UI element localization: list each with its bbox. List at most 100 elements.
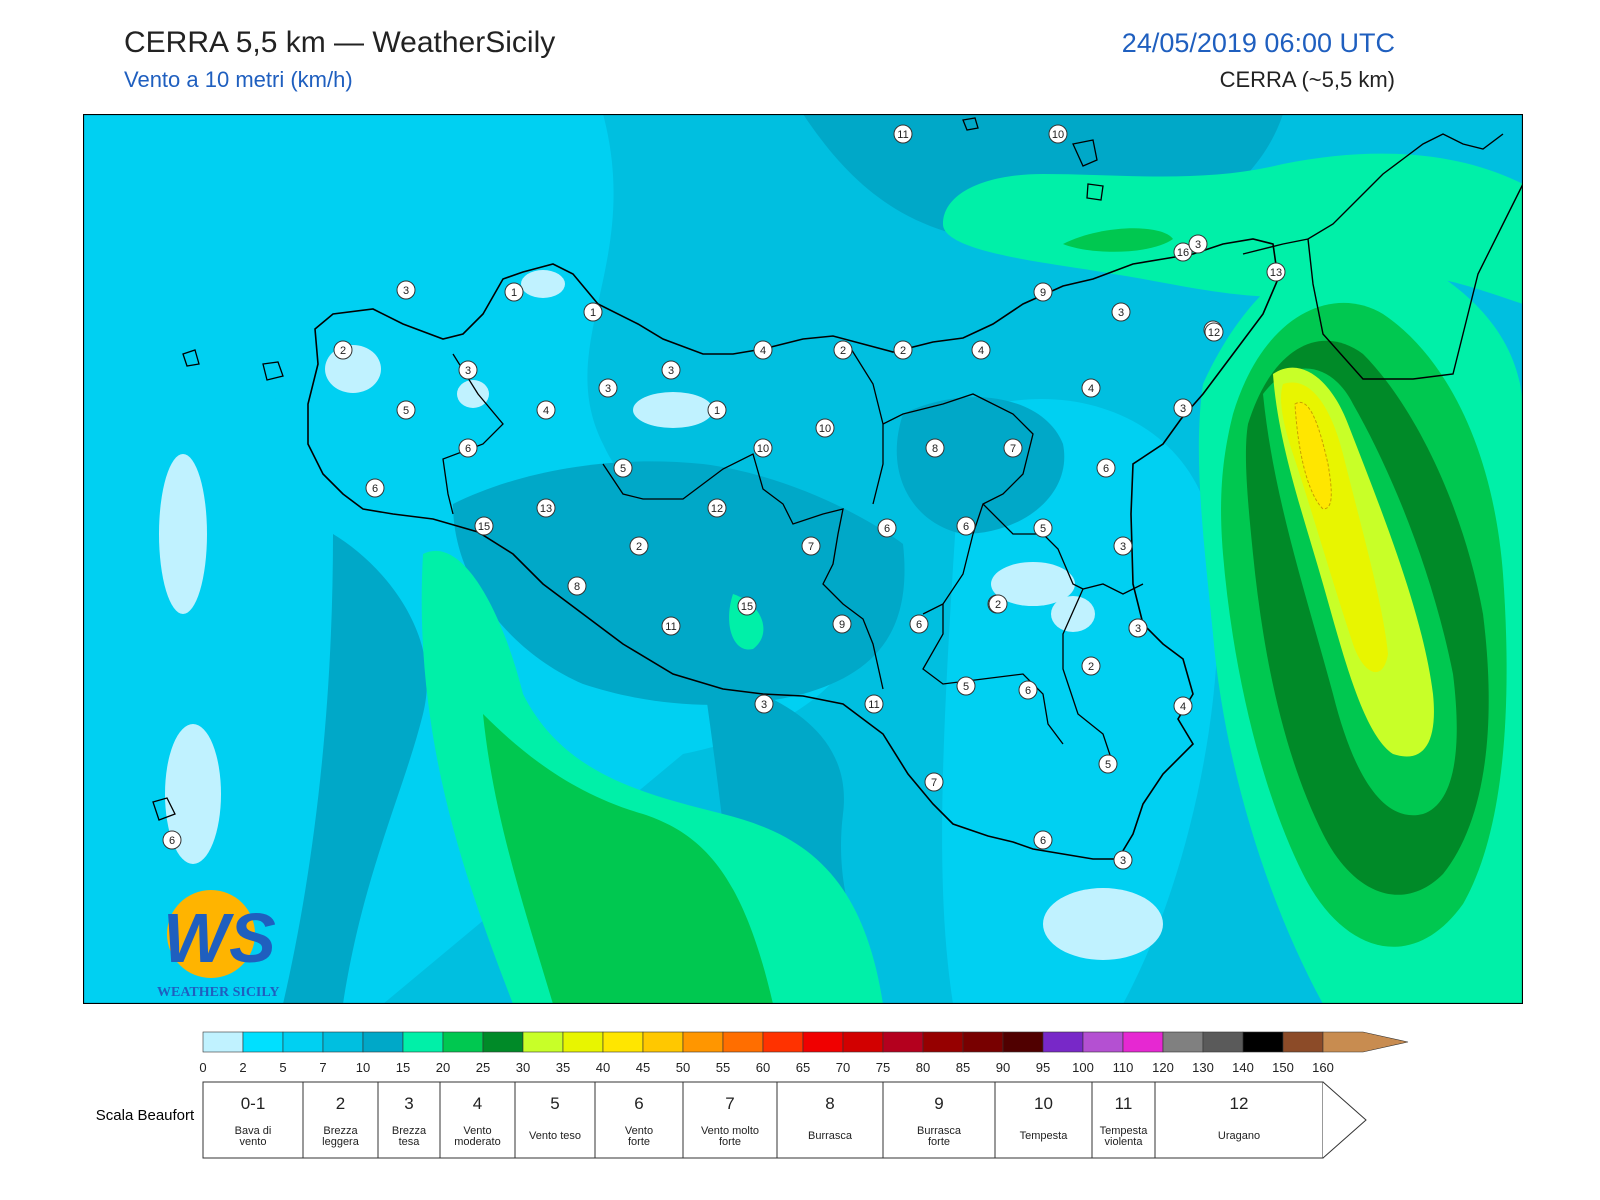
colorbar-tick-label: 90 <box>996 1060 1010 1075</box>
colorbar-swatch <box>442 1031 484 1053</box>
wind-speed-label: 7 <box>801 536 821 556</box>
colorbar-tick-label: 7 <box>319 1060 326 1075</box>
svg-text:forte: forte <box>928 1136 950 1148</box>
svg-text:4: 4 <box>473 1094 482 1113</box>
svg-text:Brezza: Brezza <box>392 1125 427 1137</box>
svg-text:5: 5 <box>403 405 409 417</box>
svg-text:Tempesta: Tempesta <box>1020 1130 1069 1142</box>
wind-speed-label: 8 <box>925 438 945 458</box>
svg-text:12: 12 <box>1230 1094 1249 1113</box>
wind-speed-label: 5 <box>956 676 976 696</box>
wind-speed-label: 2 <box>988 594 1008 614</box>
svg-text:2: 2 <box>336 1094 345 1113</box>
colorbar-swatch <box>402 1031 444 1053</box>
svg-text:10: 10 <box>1052 129 1064 141</box>
colorbar-tick-label: 65 <box>796 1060 810 1075</box>
svg-text:3: 3 <box>605 383 611 395</box>
wind-speed-label: 9 <box>832 614 852 634</box>
wind-speed-label: 12 <box>1204 322 1224 342</box>
beaufort-level: 8 Burrasca <box>776 1081 884 1159</box>
svg-text:6: 6 <box>1103 463 1109 475</box>
svg-text:3: 3 <box>404 1094 413 1113</box>
wind-speed-label: 3 <box>1188 234 1208 254</box>
wind-speed-label: 6 <box>1033 830 1053 850</box>
svg-text:16: 16 <box>1177 247 1189 259</box>
colorbar-tick-label: 70 <box>836 1060 850 1075</box>
colorbar-tick-label: 35 <box>556 1060 570 1075</box>
svg-text:3: 3 <box>668 365 674 377</box>
beaufort-level: 10 Tempesta <box>994 1081 1093 1159</box>
colorbar-swatch <box>362 1031 404 1053</box>
svg-text:1: 1 <box>511 287 517 299</box>
colorbar-swatch <box>722 1031 764 1053</box>
svg-text:11: 11 <box>868 699 879 711</box>
svg-text:moderato: moderato <box>454 1136 500 1148</box>
colorbar-tick-label: 60 <box>756 1060 770 1075</box>
svg-text:5: 5 <box>620 463 626 475</box>
wind-speed-label: 4 <box>536 400 556 420</box>
colorbar-tick-label: 2 <box>239 1060 246 1075</box>
svg-text:9: 9 <box>839 619 845 631</box>
svg-text:15: 15 <box>741 601 753 613</box>
svg-text:Vento teso: Vento teso <box>529 1130 581 1142</box>
svg-text:7: 7 <box>1010 443 1016 455</box>
wind-speed-label: 10 <box>815 418 835 438</box>
svg-text:0-1: 0-1 <box>241 1094 266 1113</box>
wind-speed-label: 1 <box>707 400 727 420</box>
colorbar-swatch <box>762 1031 804 1053</box>
colorbar-tick-label: 75 <box>876 1060 890 1075</box>
colorbar-tick-label: 140 <box>1232 1060 1254 1075</box>
svg-text:11: 11 <box>665 621 676 633</box>
svg-text:leggera: leggera <box>322 1136 360 1148</box>
svg-text:5: 5 <box>963 681 969 693</box>
svg-text:2: 2 <box>900 345 906 357</box>
svg-text:Burrasca: Burrasca <box>808 1130 853 1142</box>
svg-text:4: 4 <box>1088 383 1094 395</box>
svg-text:WEATHER SICILY: WEATHER SICILY <box>157 985 280 1000</box>
weathersicily-logo: WS WEATHER SICILY <box>157 890 280 1000</box>
svg-text:6: 6 <box>1040 835 1046 847</box>
colorbar-swatch <box>1322 1031 1409 1053</box>
svg-text:2: 2 <box>636 541 642 553</box>
svg-text:2: 2 <box>340 345 346 357</box>
wind-speed-label: 11 <box>864 694 884 714</box>
svg-text:6: 6 <box>634 1094 643 1113</box>
calabria-coastline <box>1242 133 1523 380</box>
svg-text:forte: forte <box>628 1136 650 1148</box>
colorbar-tick-label: 85 <box>956 1060 970 1075</box>
wind-speed-label: 8 <box>567 576 587 596</box>
colorbar-swatch <box>1002 1031 1044 1053</box>
svg-text:6: 6 <box>884 523 890 535</box>
wind-speed-label: 13 <box>536 498 556 518</box>
colorbar-swatch <box>882 1031 924 1053</box>
wind-speed-label: 11 <box>893 124 913 144</box>
svg-text:1: 1 <box>714 405 720 417</box>
colorbar-tick-label: 150 <box>1272 1060 1294 1075</box>
colorbar-tick-label: 0 <box>199 1060 206 1075</box>
svg-text:4: 4 <box>543 405 549 417</box>
colorbar-swatch <box>1202 1031 1244 1053</box>
wind-speed-label: 3 <box>661 360 681 380</box>
wind-speed-label: 9 <box>1033 282 1053 302</box>
svg-text:3: 3 <box>1135 623 1141 635</box>
wind-speed-label: 6 <box>365 478 385 498</box>
wind-speed-label: 3 <box>754 694 774 714</box>
svg-text:3: 3 <box>465 365 471 377</box>
svg-text:7: 7 <box>808 541 814 553</box>
wind-speed-label: 5 <box>1098 754 1118 774</box>
svg-text:13: 13 <box>540 503 552 515</box>
wind-speed-label: 2 <box>1081 656 1101 676</box>
colorbar-swatch <box>802 1031 844 1053</box>
colorbar-swatch <box>682 1031 724 1053</box>
wind-speed-label: 6 <box>877 518 897 538</box>
svg-text:6: 6 <box>169 835 175 847</box>
svg-text:Burrasca: Burrasca <box>917 1125 962 1137</box>
colorbar-tick-label: 15 <box>396 1060 410 1075</box>
wind-speed-label: 3 <box>598 378 618 398</box>
colorbar-swatch <box>842 1031 884 1053</box>
wind-speed-label: 10 <box>1048 124 1068 144</box>
beaufort-level: 5 Vento teso <box>514 1081 596 1159</box>
wind-speed-label: 3 <box>458 360 478 380</box>
